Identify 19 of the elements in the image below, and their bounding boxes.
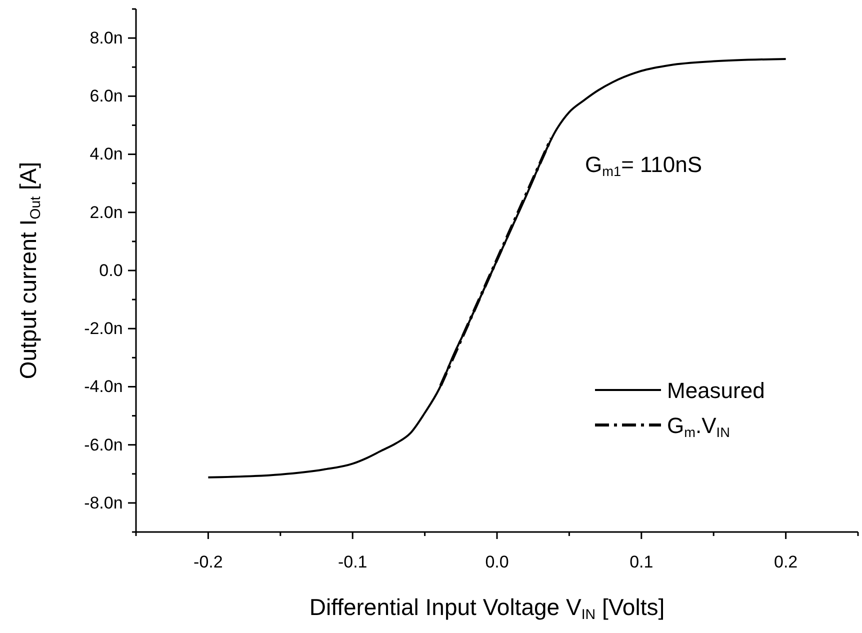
y-tick-label: -8.0n	[84, 493, 123, 512]
x-axis-title: Differential Input Voltage V$_{IN}$ [Volts]	[309, 594, 665, 624]
y-tick-label: 4.0n	[90, 144, 123, 164]
x-tick-label: -0.1	[338, 552, 368, 572]
x-tick-label: 0.2	[774, 552, 798, 572]
y-tick-label: 6.0n	[90, 86, 123, 106]
y-tick-label: -4.0n	[84, 377, 123, 396]
x-tick-label: 0.0	[485, 552, 509, 572]
line-series	[207, 58, 787, 478]
x-tick-label: -0.2	[194, 552, 223, 572]
y-tick-label: -6.0n	[84, 435, 123, 454]
annotation: G$_{m1}$= 110nS	[585, 152, 702, 180]
y-tick-label: -2.0n	[84, 319, 123, 338]
legend-label: Measured	[667, 378, 765, 403]
x-tick-label: 0.1	[630, 552, 654, 572]
y-tick-label: 0.0	[99, 260, 123, 280]
y-tick-label: 8.0n	[90, 28, 123, 48]
y-tick-label: 2.0n	[90, 202, 123, 222]
legend-label: G$_{m}$.V$_{IN}$	[667, 413, 730, 440]
